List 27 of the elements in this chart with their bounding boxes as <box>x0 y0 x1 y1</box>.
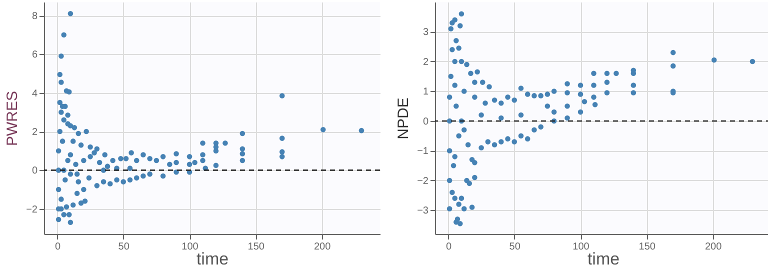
x-tick-label: 100 <box>572 242 590 252</box>
y-tick-label: 3 <box>422 27 429 38</box>
y-tick-label: 0 <box>32 166 38 177</box>
y-tick-label: 2 <box>422 56 429 68</box>
y-tick-label: 2 <box>32 127 38 138</box>
x-tick-label: 0 <box>54 242 61 252</box>
y-tick-label: −3 <box>417 206 429 217</box>
y-tick-label: 4 <box>32 88 38 100</box>
y-tick-label: −1 <box>417 146 429 158</box>
y-tick-label: 1 <box>422 86 429 98</box>
x-tick-label: 150 <box>248 242 265 252</box>
x-axis-title: time <box>196 250 229 268</box>
y-axis-title: PWRES <box>4 90 22 146</box>
x-tick-label: 200 <box>704 242 722 252</box>
y-tick-label: 8 <box>32 11 38 22</box>
y-axis-title: NPDE <box>395 98 412 140</box>
x-tick-label: 150 <box>638 242 656 252</box>
y-tick-label: 6 <box>32 50 38 61</box>
x-tick-label: 50 <box>509 242 521 252</box>
x-tick-label: 100 <box>182 242 199 252</box>
x-tick-label: 0 <box>446 242 452 252</box>
y-tick-label: −2 <box>417 176 429 187</box>
x-axis-title: time <box>587 250 620 268</box>
x-tick-label: 200 <box>314 242 332 252</box>
x-tick-label: 50 <box>118 242 130 252</box>
y-tick-label: −2 <box>26 204 38 216</box>
y-tick-label: 0 <box>422 116 429 128</box>
